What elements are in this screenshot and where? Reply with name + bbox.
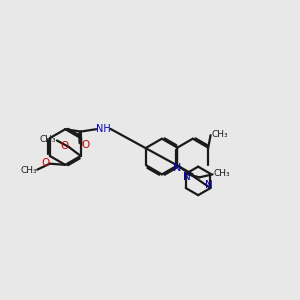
- Text: O: O: [61, 141, 69, 152]
- Text: O: O: [81, 140, 90, 150]
- Text: O: O: [42, 158, 50, 168]
- Text: N: N: [172, 163, 181, 173]
- Text: N: N: [183, 172, 191, 182]
- Text: N: N: [206, 180, 213, 190]
- Text: CH₃: CH₃: [40, 135, 56, 144]
- Text: CH₃: CH₃: [20, 166, 37, 175]
- Text: CH₃: CH₃: [211, 130, 228, 139]
- Text: CH₃: CH₃: [213, 169, 230, 178]
- Text: NH: NH: [96, 124, 111, 134]
